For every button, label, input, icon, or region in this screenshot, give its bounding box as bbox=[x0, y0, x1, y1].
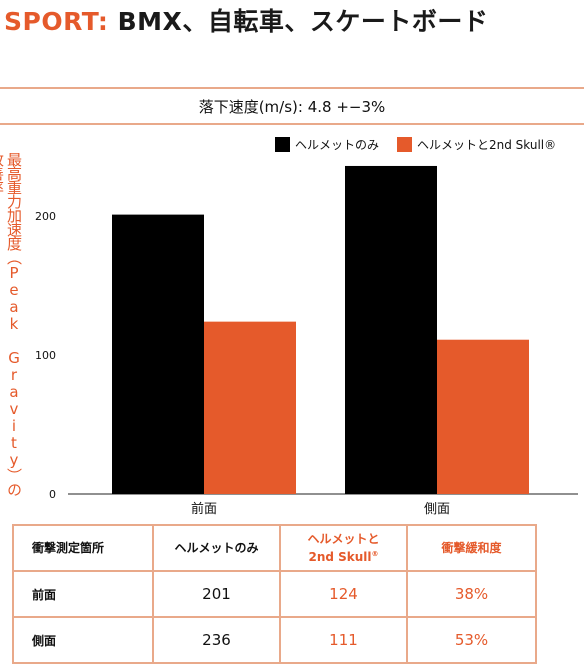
legend-item-helmet: ヘルメットのみ bbox=[275, 136, 379, 153]
header-helmet: ヘルメットのみ bbox=[152, 524, 281, 572]
legend-swatch-helmet bbox=[275, 137, 290, 152]
bar-front-helmet bbox=[112, 214, 204, 495]
bar-chart: 0 100 200 前面 側面 bbox=[35, 165, 578, 517]
x-tick-label: 側面 bbox=[424, 502, 450, 517]
y-axis-label: 最高重力加速度（Peak Gravity）の改善率 bbox=[0, 152, 23, 496]
bar-side-skull bbox=[437, 339, 529, 494]
y-tick-label: 200 bbox=[35, 210, 56, 223]
cell-helmet-front: 201 bbox=[152, 570, 281, 618]
table-row: 側面 236 111 53% bbox=[12, 616, 537, 664]
table-header-row: 衝撃測定箇所 ヘルメットのみ ヘルメットと 2nd Skull® 衝撃緩和度 bbox=[12, 524, 537, 572]
registered-mark: ® bbox=[371, 549, 379, 558]
page-title: SPORT: BMX、自転車、スケートボード bbox=[4, 2, 488, 38]
cell-helmet-side: 236 bbox=[152, 616, 281, 664]
subtitle-divider bbox=[0, 123, 584, 125]
cell-reduction-side: 53% bbox=[406, 616, 537, 664]
table-row: 前面 201 124 38% bbox=[12, 570, 537, 618]
row-label-side: 側面 bbox=[12, 616, 154, 664]
header-location: 衝撃測定箇所 bbox=[12, 524, 154, 572]
legend-swatch-skull bbox=[397, 137, 412, 152]
results-table: 衝撃測定箇所 ヘルメットのみ ヘルメットと 2nd Skull® 衝撃緩和度 前… bbox=[12, 524, 537, 664]
sport-label: SPORT: bbox=[4, 7, 109, 36]
header-skull: ヘルメットと 2nd Skull® bbox=[279, 524, 408, 572]
cell-reduction-front: 38% bbox=[406, 570, 537, 618]
header-skull-line1: ヘルメットと bbox=[307, 531, 380, 546]
title-text: BMX、自転車、スケートボード bbox=[108, 7, 489, 36]
y-tick-label: 100 bbox=[35, 349, 56, 362]
legend-item-skull: ヘルメットと2nd Skull® bbox=[397, 136, 556, 153]
bar-front-skull bbox=[204, 321, 296, 494]
y-tick-label: 0 bbox=[49, 488, 56, 501]
cell-skull-side: 111 bbox=[279, 616, 408, 664]
legend-label-helmet: ヘルメットのみ bbox=[295, 138, 380, 152]
cell-skull-front: 124 bbox=[279, 570, 408, 618]
chart-subtitle: 落下速度(m/s): 4.8 +−3% bbox=[198, 98, 386, 116]
header-reduction: 衝撃緩和度 bbox=[406, 524, 537, 572]
header-skull-line2: 2nd Skull bbox=[308, 549, 372, 564]
bar-side-helmet bbox=[345, 165, 437, 494]
x-tick-label: 前面 bbox=[191, 501, 217, 517]
row-label-front: 前面 bbox=[12, 570, 154, 618]
legend-label-skull: ヘルメットと2nd Skull® bbox=[417, 138, 557, 152]
top-divider bbox=[0, 87, 584, 89]
